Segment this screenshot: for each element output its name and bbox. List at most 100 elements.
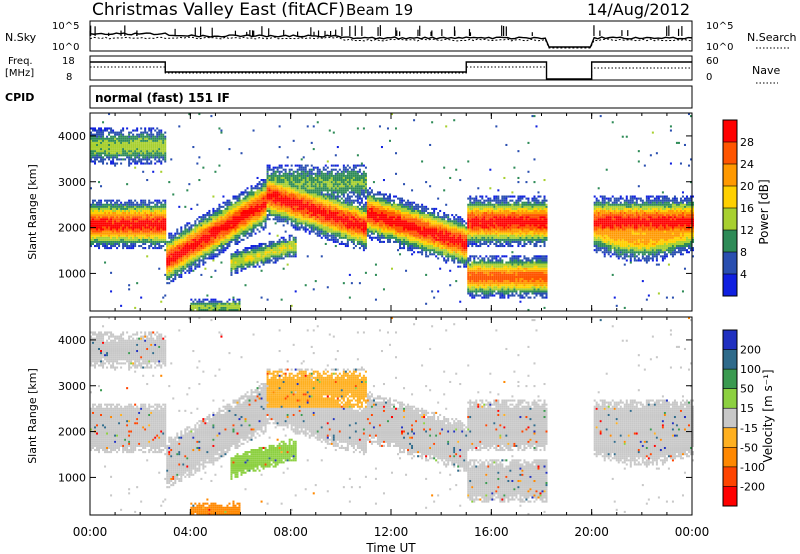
power-cell <box>204 247 207 250</box>
power-cell <box>364 218 367 221</box>
power-cell <box>350 228 353 231</box>
power-cell <box>178 251 181 254</box>
power-cell <box>138 160 141 163</box>
power-cell <box>368 216 371 219</box>
power-cell <box>318 216 321 219</box>
power-cell <box>124 137 127 140</box>
power-cell <box>370 195 373 198</box>
power-cell <box>266 189 269 192</box>
power-cell <box>294 189 297 192</box>
power-cell <box>186 245 189 248</box>
power-cell <box>356 242 359 245</box>
power-cell <box>374 224 377 227</box>
power-cell <box>298 176 301 179</box>
power-cell <box>134 306 137 309</box>
power-cell <box>350 172 353 175</box>
power-cell <box>326 176 329 179</box>
power-cell <box>382 232 385 235</box>
power-cell <box>290 214 293 217</box>
power-cell <box>314 189 317 192</box>
power-cell <box>348 230 351 233</box>
power-cell <box>208 222 211 225</box>
power-cell <box>236 251 239 254</box>
power-cell <box>320 232 323 235</box>
power-cell <box>364 238 367 241</box>
power-cell <box>292 247 295 250</box>
power-cell <box>206 247 209 250</box>
power-cell <box>194 257 197 260</box>
power-cell <box>178 257 181 260</box>
power-cell <box>290 242 293 245</box>
power-cell <box>304 187 307 190</box>
power-cell <box>264 189 267 192</box>
power-cell <box>116 247 119 250</box>
power-cell <box>186 253 189 256</box>
power-cell <box>334 214 337 217</box>
power-cell <box>374 209 377 212</box>
power-cell <box>118 154 121 157</box>
power-cell <box>338 220 341 223</box>
power-cell <box>144 236 147 239</box>
power-cell <box>296 164 299 167</box>
power-cell <box>150 156 153 159</box>
power-cell <box>270 207 273 210</box>
power-cell <box>152 242 155 245</box>
power-cell <box>160 207 163 210</box>
power-cell <box>184 230 187 233</box>
power-cell <box>266 199 269 202</box>
power-cell <box>160 238 163 241</box>
power-cell <box>262 187 265 190</box>
power-cell <box>106 162 109 165</box>
power-cell <box>250 249 253 252</box>
power-cell <box>334 168 337 171</box>
power-cell <box>246 193 249 196</box>
power-cell <box>376 228 379 231</box>
power-cell <box>338 228 341 231</box>
power-cell <box>358 224 361 227</box>
power-cell <box>272 212 275 215</box>
power-cell <box>344 168 347 171</box>
power-cell <box>302 197 305 200</box>
power-cell <box>262 251 265 254</box>
power-cell <box>352 166 355 169</box>
power-cell <box>300 207 303 210</box>
power-cell <box>92 205 95 208</box>
power-cell <box>178 261 181 264</box>
power-cell <box>224 308 227 311</box>
power-cell <box>256 216 259 219</box>
power-cell <box>272 201 275 204</box>
power-cell <box>320 236 323 239</box>
power-cell <box>356 181 359 184</box>
power-cell <box>364 207 367 210</box>
power-cell <box>100 203 103 206</box>
power-cell <box>364 222 367 225</box>
power-cell <box>350 187 353 190</box>
power-cell <box>376 218 379 221</box>
power-cell <box>314 195 317 198</box>
power-cell <box>236 214 239 217</box>
power-cell <box>218 249 221 252</box>
power-cell <box>382 203 385 206</box>
power-cell <box>118 203 121 206</box>
power-cell <box>300 181 303 184</box>
power-cell <box>168 263 171 266</box>
power-cell <box>242 216 245 219</box>
power-cell <box>242 214 245 217</box>
power-cell <box>310 220 313 223</box>
power-cell <box>334 179 337 182</box>
power-cell <box>132 150 135 153</box>
power-cell <box>200 251 203 254</box>
power-cell <box>300 166 303 169</box>
power-cell <box>288 195 291 198</box>
power-cell <box>212 238 215 241</box>
power-cell <box>250 253 253 256</box>
power-cell <box>340 174 343 177</box>
power-cell <box>106 137 109 140</box>
power-cell <box>124 236 127 239</box>
power-cell <box>360 201 363 204</box>
power-cell <box>158 139 161 142</box>
power-cell <box>134 222 137 225</box>
power-cell <box>102 205 105 208</box>
power-cell <box>132 158 135 161</box>
power-cell <box>126 212 129 215</box>
